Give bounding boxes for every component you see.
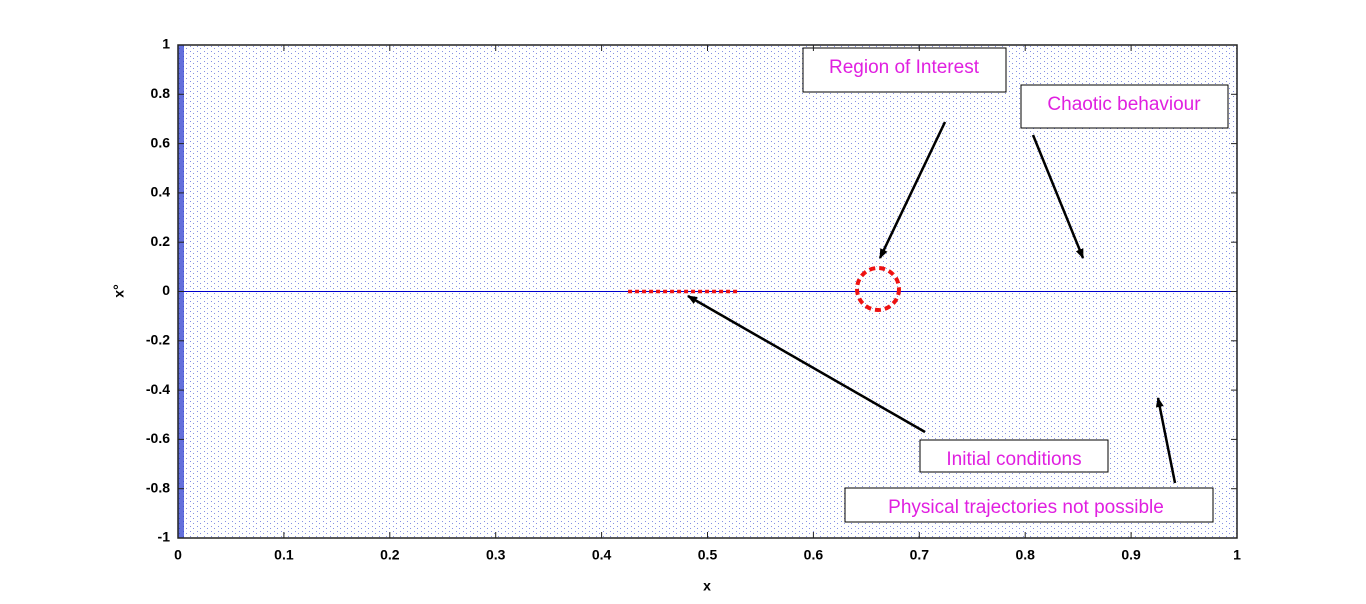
y-tick-label: 0.2	[151, 233, 171, 249]
y-tick-label: 1	[162, 36, 170, 52]
x-tick-label: 0.3	[486, 547, 506, 563]
x-tick-label: 0.4	[592, 547, 612, 563]
x-tick-label: 0.5	[698, 547, 718, 563]
y-label: x°	[111, 284, 127, 297]
x-tick-label: 0.9	[1121, 547, 1141, 563]
arrow	[1155, 397, 1177, 484]
x-tick-label: 1	[1233, 547, 1241, 563]
annotation-box	[844, 487, 1214, 523]
y-tick-label: -1	[158, 529, 171, 545]
arrow	[1031, 134, 1085, 259]
y-tick-label: 0.6	[151, 134, 171, 150]
y-tick-label: -0.2	[146, 332, 170, 348]
annotation: Chaotic behaviour	[1047, 94, 1201, 115]
x-tick-label: 0	[174, 547, 182, 563]
y-tick-label: -0.4	[146, 381, 170, 397]
arrow	[878, 121, 947, 259]
annotation-box	[919, 439, 1109, 473]
x-tick-label: 0.1	[274, 547, 294, 563]
x-tick-label: 0.8	[1015, 547, 1035, 563]
annotation: Region of Interest	[829, 57, 980, 78]
x-tick-label: 0.6	[804, 547, 824, 563]
x-label: x	[703, 578, 711, 594]
x-tick-label: 0.2	[380, 547, 400, 563]
arrow	[687, 294, 926, 434]
y-tick-label: 0.4	[151, 184, 171, 200]
y-tick-label: 0.8	[151, 85, 171, 101]
y-tick-label: -0.8	[146, 479, 170, 495]
annotation-box	[1020, 84, 1229, 129]
y-tick-label: -0.6	[146, 430, 170, 446]
annotation: Initial conditions	[946, 449, 1081, 470]
annotation: Physical trajectories not possible	[888, 497, 1164, 518]
region-circle	[855, 266, 901, 312]
y-tick-label: 0	[162, 282, 170, 298]
annotation-box	[802, 47, 1007, 93]
x-tick-label: 0.7	[910, 547, 930, 563]
